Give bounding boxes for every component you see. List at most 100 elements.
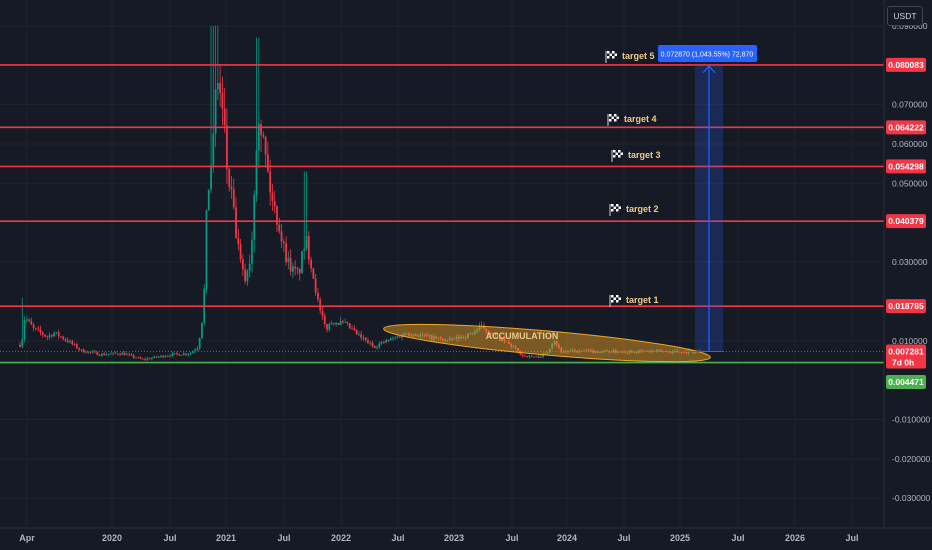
candle-body bbox=[592, 350, 595, 353]
candle-body bbox=[125, 354, 128, 356]
x-tick-label: 2026 bbox=[785, 533, 805, 543]
candle-body bbox=[132, 355, 135, 358]
candle-body bbox=[601, 351, 604, 353]
candle-body bbox=[264, 136, 267, 155]
candle-body bbox=[537, 356, 540, 358]
candle-body bbox=[510, 343, 513, 347]
candle-body bbox=[426, 335, 428, 337]
candle-body bbox=[317, 292, 319, 300]
candle-body bbox=[658, 350, 660, 351]
candle-body bbox=[198, 338, 201, 349]
candle-body bbox=[562, 351, 565, 353]
x-tick-label: 2020 bbox=[102, 533, 122, 543]
candle-body bbox=[144, 359, 146, 360]
candle-body bbox=[605, 350, 608, 352]
candle-body bbox=[110, 353, 112, 355]
candle-countdown-label: 7d 0h bbox=[892, 357, 914, 367]
candle-body bbox=[41, 332, 44, 335]
candle-body bbox=[85, 352, 87, 354]
candle-body bbox=[530, 355, 533, 357]
projection-tooltip-label: 0.072870 (1,043.55%) 72,870 bbox=[661, 52, 754, 59]
candle-body bbox=[166, 355, 169, 357]
candle-body bbox=[66, 340, 69, 342]
candle-body bbox=[473, 331, 476, 334]
time-axis[interactable]: Apr 2020 Jul 2021 Jul 2022 Jul 2023 Jul 2024 Jul 20… bbox=[0, 527, 932, 543]
x-tick-label: 2025 bbox=[670, 533, 690, 543]
candle-body bbox=[492, 333, 494, 335]
candle-body bbox=[574, 350, 576, 352]
candle-body bbox=[407, 333, 410, 336]
candle-body bbox=[164, 356, 167, 358]
candle-body bbox=[226, 125, 228, 170]
candle-body bbox=[342, 321, 344, 323]
candle-body bbox=[674, 350, 676, 352]
candle-body bbox=[487, 330, 490, 334]
candle-body bbox=[237, 237, 240, 245]
checkered-flag-icon bbox=[607, 114, 619, 126]
candle-body bbox=[232, 189, 235, 208]
candle-body bbox=[433, 336, 435, 340]
candle-body bbox=[430, 334, 433, 340]
candle-body bbox=[137, 357, 140, 359]
candle-body bbox=[403, 333, 406, 336]
candle-body bbox=[501, 338, 504, 341]
candle-body bbox=[171, 353, 174, 357]
support-price-label: 0.004471 bbox=[888, 377, 924, 387]
candle-body bbox=[671, 351, 674, 353]
candle-body bbox=[385, 340, 388, 343]
candle-body bbox=[182, 353, 185, 356]
projection-arrowhead bbox=[702, 64, 716, 74]
x-tick-label: 2021 bbox=[216, 533, 236, 543]
candle-body bbox=[285, 243, 287, 263]
candle-body bbox=[244, 269, 247, 282]
candle-body bbox=[298, 268, 301, 274]
candle-body bbox=[82, 349, 85, 353]
y-tick-label: 0.070000 bbox=[892, 100, 928, 110]
candle-body bbox=[353, 328, 356, 331]
currency-selector-button[interactable]: USDT bbox=[887, 6, 923, 26]
price-tag bbox=[886, 299, 926, 314]
candle-body bbox=[442, 338, 444, 341]
candle-body bbox=[219, 83, 222, 94]
candle-body bbox=[71, 341, 74, 345]
y-tick-label: -0.010000 bbox=[892, 414, 931, 424]
candle-body bbox=[380, 341, 383, 344]
candle-body bbox=[235, 207, 237, 238]
candle-body bbox=[239, 244, 242, 260]
candle-body bbox=[321, 310, 324, 316]
candle-body bbox=[589, 350, 592, 351]
x-tick-label: 2023 bbox=[444, 533, 464, 543]
target-label: target 5 bbox=[622, 51, 655, 61]
candle-body bbox=[148, 358, 151, 360]
candle-body bbox=[612, 350, 615, 353]
candle-body bbox=[514, 347, 517, 349]
candle-body bbox=[364, 337, 367, 341]
candle-body bbox=[651, 350, 654, 352]
candle-body bbox=[19, 344, 21, 347]
candle-body bbox=[633, 351, 635, 353]
candle-body bbox=[542, 353, 544, 357]
candle-body bbox=[332, 323, 335, 325]
candle-body bbox=[248, 263, 251, 271]
candle-body bbox=[223, 108, 226, 126]
candle-body bbox=[62, 336, 65, 340]
candle-body bbox=[294, 266, 297, 269]
price-tag bbox=[886, 120, 926, 135]
accumulation-zone[interactable] bbox=[383, 317, 712, 369]
candle-body bbox=[146, 358, 149, 360]
candle-body bbox=[314, 278, 317, 293]
support-price-tag bbox=[886, 375, 926, 389]
candle-body bbox=[564, 351, 567, 353]
candle-body bbox=[546, 352, 549, 354]
candle-body bbox=[637, 349, 640, 353]
price-axis[interactable]: -0.030000 -0.020000 -0.010000 0.010000 0.030… bbox=[883, 0, 931, 528]
candle-body bbox=[28, 319, 30, 321]
candle-body bbox=[494, 333, 497, 336]
checkered-flag-icon bbox=[605, 51, 617, 63]
candle-body bbox=[498, 335, 501, 341]
candle-body bbox=[228, 169, 231, 187]
candle-body bbox=[262, 134, 265, 137]
candle-body bbox=[153, 356, 156, 359]
